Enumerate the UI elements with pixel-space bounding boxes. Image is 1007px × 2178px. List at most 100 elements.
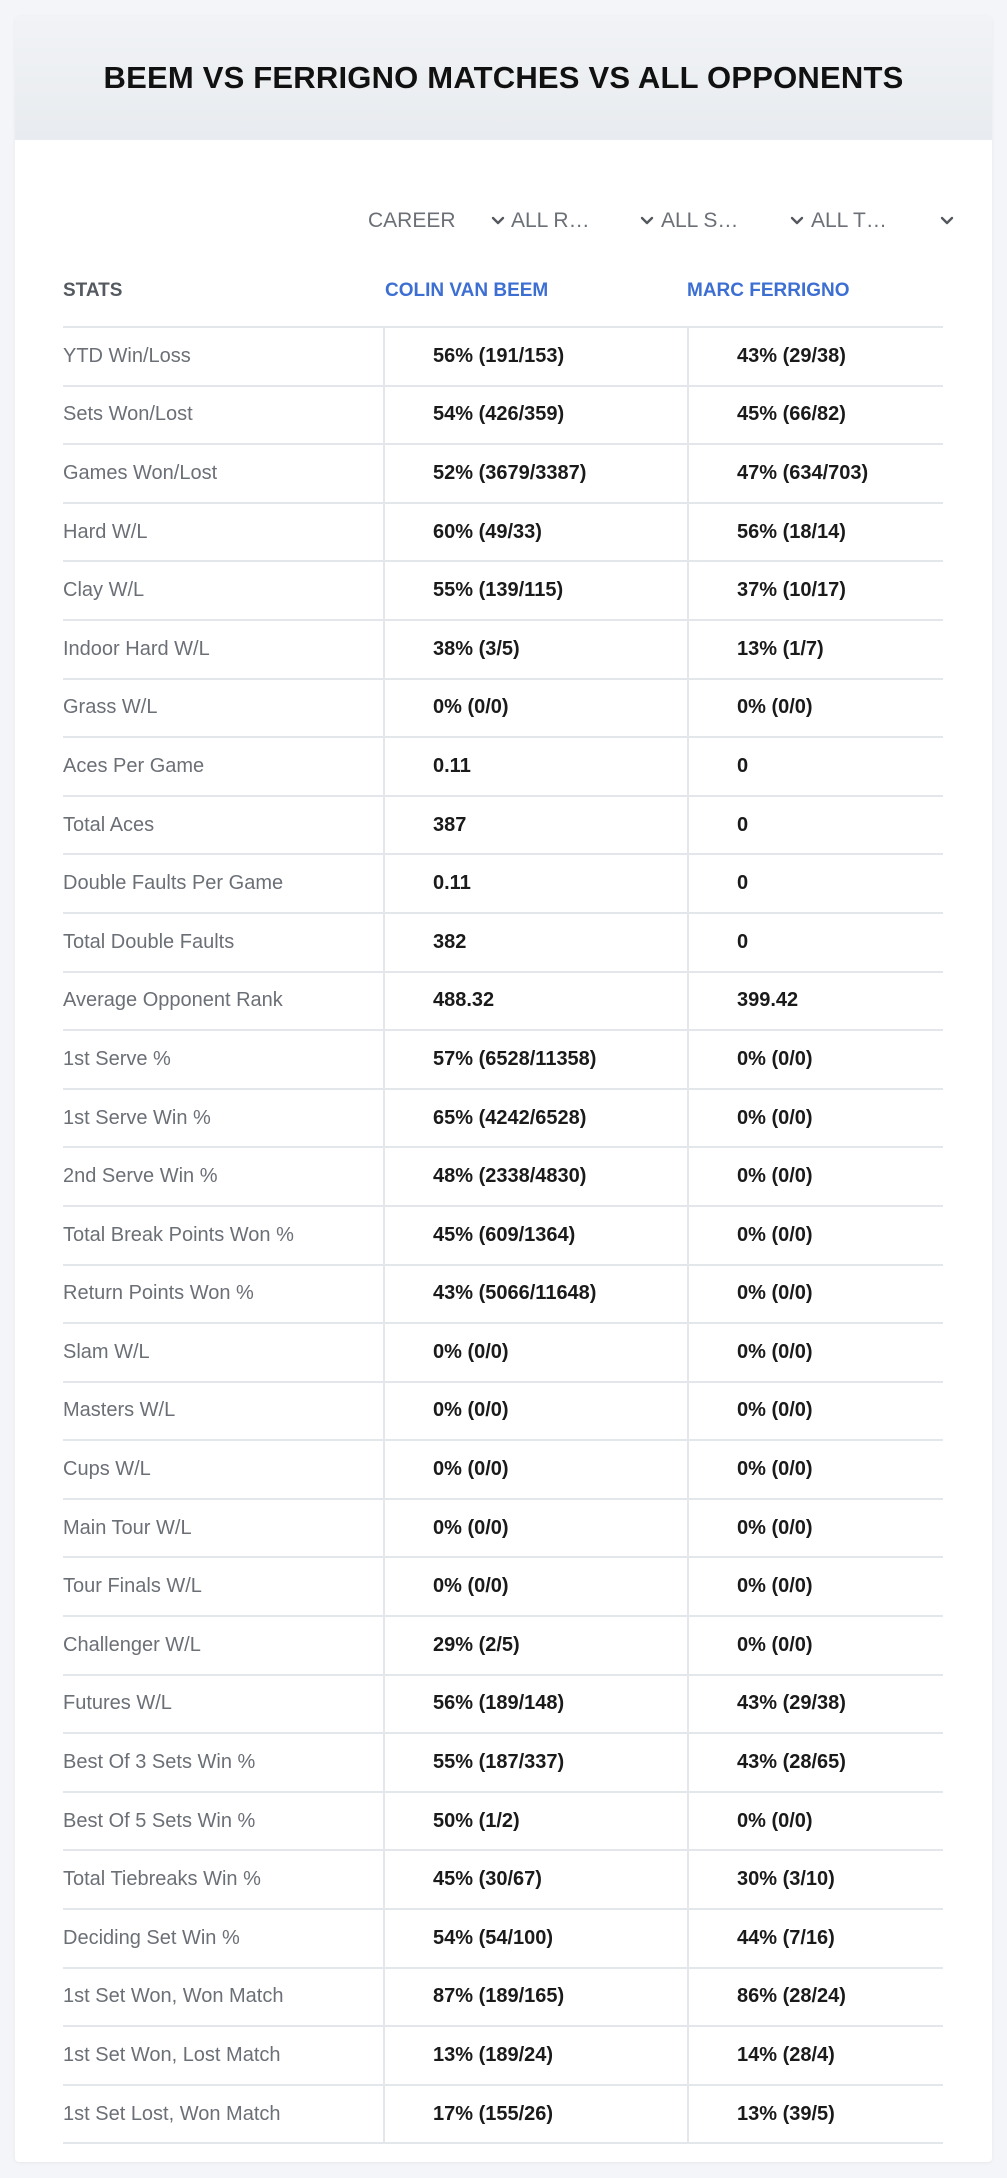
stat-label: YTD Win/Loss: [63, 344, 191, 367]
player1-value: 55% (139/115): [383, 562, 687, 619]
stats-card: BEEM VS FERRIGNO MATCHES VS ALL OPPONENT…: [15, 16, 992, 2162]
table-row: Main Tour W/L 0% (0/0) 0% (0/0): [63, 1499, 943, 1559]
player1-value: 43% (5066/11648): [383, 1265, 687, 1323]
player2-column-header[interactable]: MARC FERRIGNO: [687, 280, 850, 301]
table-row: Grass W/L 0% (0/0) 0% (0/0): [63, 679, 943, 739]
tournament-filter[interactable]: ALL T…: [811, 186, 954, 256]
player1-value: 0% (0/0): [383, 1499, 687, 1557]
stat-label: 1st Serve %: [63, 1047, 171, 1070]
stat-label: Games Won/Lost: [63, 461, 218, 484]
table-row: YTD Win/Loss 56% (191/153) 43% (29/38): [63, 328, 943, 387]
stat-label: Return Points Won %: [63, 1282, 254, 1305]
table-row: Sets Won/Lost 54% (426/359) 45% (66/82): [63, 386, 943, 446]
stat-label: Double Faults Per Game: [63, 872, 284, 895]
table-row: 1st Serve Win % 65% (4242/6528) 0% (0/0): [63, 1089, 943, 1149]
player1-value: 0% (0/0): [383, 1441, 687, 1498]
chevron-down-icon: [940, 216, 954, 225]
table-row: Total Double Faults 382 0: [63, 913, 943, 973]
table-row: Best Of 3 Sets Win % 55% (187/337) 43% (28…: [63, 1734, 943, 1793]
stat-label: Best Of 5 Sets Win %: [63, 1809, 256, 1832]
player1-value: 48% (2338/4830): [383, 1148, 687, 1205]
round-filter[interactable]: ALL R…: [511, 186, 654, 256]
table-row: Total Aces 387 0: [63, 796, 943, 856]
player1-value: 50% (1/2): [383, 1792, 687, 1850]
player1-value: 60% (49/33): [383, 503, 687, 561]
stat-label: 1st Serve Win %: [63, 1106, 211, 1129]
player1-column-header[interactable]: COLIN VAN BEEM: [385, 280, 549, 301]
stat-label: Hard W/L: [63, 520, 148, 543]
page-title: BEEM VS FERRIGNO MATCHES VS ALL OPPONENT…: [103, 60, 904, 95]
stat-label: 1st Set Won, Lost Match: [63, 2044, 281, 2067]
surface-filter-label: ALL S…: [661, 209, 739, 232]
player2-value: 0% (0/0): [687, 1324, 943, 1381]
table-row: Challenger W/L 29% (2/5) 0% (0/0): [63, 1617, 943, 1676]
player2-value: 0% (0/0): [687, 1792, 943, 1850]
player2-value: 30% (3/10): [687, 1851, 943, 1909]
stat-label: Masters W/L: [63, 1399, 176, 1422]
player2-value: 44% (7/16): [687, 1910, 943, 1967]
player1-value: 65% (4242/6528): [383, 1089, 687, 1147]
table-row: Masters W/L 0% (0/0) 0% (0/0): [63, 1382, 943, 1442]
table-header: STATS COLIN VAN BEEM MARC FERRIGNO: [63, 256, 943, 328]
player2-value: 0: [687, 855, 943, 912]
table-row: 1st Set Won, Lost Match 13% (189/24) 14% (…: [63, 2027, 943, 2086]
chevron-down-icon: [491, 216, 505, 225]
card-header: BEEM VS FERRIGNO MATCHES VS ALL OPPONENT…: [15, 16, 992, 140]
player1-value: 38% (3/5): [383, 620, 687, 678]
player1-value: 45% (609/1364): [383, 1206, 687, 1264]
player2-value: 0% (0/0): [687, 1382, 943, 1440]
stat-label: Total Tiebreaks Win %: [63, 1868, 261, 1891]
stat-label: Total Aces: [63, 813, 155, 836]
player1-value: 56% (189/148): [383, 1675, 687, 1733]
player1-value: 17% (155/26): [383, 2085, 687, 2143]
player2-value: 0% (0/0): [687, 1031, 943, 1088]
player2-value: 45% (66/82): [687, 386, 943, 444]
chevron-down-icon: [790, 216, 804, 225]
stat-label: Slam W/L: [63, 1340, 150, 1363]
stat-label: Total Break Points Won %: [63, 1223, 294, 1246]
player2-value: 43% (28/65): [687, 1734, 943, 1791]
player2-value: 0% (0/0): [687, 679, 943, 737]
player1-value: 13% (189/24): [383, 2027, 687, 2084]
stat-label: Average Opponent Rank: [63, 989, 283, 1012]
tournament-filter-label: ALL T…: [811, 209, 887, 232]
player2-value: 13% (39/5): [687, 2085, 943, 2143]
player1-value: 55% (187/337): [383, 1734, 687, 1791]
player2-value: 0% (0/0): [687, 1206, 943, 1264]
player1-value: 387: [383, 796, 687, 854]
table-row: Best Of 5 Sets Win % 50% (1/2) 0% (0/0): [63, 1792, 943, 1852]
stat-label: Aces Per Game: [63, 754, 205, 777]
stat-label: Deciding Set Win %: [63, 1926, 240, 1949]
period-filter[interactable]: CAREER: [368, 186, 505, 256]
table-row: Futures W/L 56% (189/148) 43% (29/38): [63, 1675, 943, 1735]
player2-value: 14% (28/4): [687, 2027, 943, 2084]
table-row: Games Won/Lost 52% (3679/3387) 47% (634/70…: [63, 445, 943, 504]
table-row: Hard W/L 60% (49/33) 56% (18/14): [63, 503, 943, 563]
stat-label: Main Tour W/L: [63, 1516, 192, 1539]
stat-label: Cups W/L: [63, 1458, 151, 1481]
player2-value: 0% (0/0): [687, 1089, 943, 1147]
player1-value: 29% (2/5): [383, 1617, 687, 1674]
player1-value: 45% (30/67): [383, 1851, 687, 1909]
player1-value: 57% (6528/11358): [383, 1031, 687, 1088]
player1-value: 54% (54/100): [383, 1910, 687, 1967]
player1-value: 0% (0/0): [383, 1558, 687, 1616]
player2-value: 56% (18/14): [687, 503, 943, 561]
table-row: 1st Serve % 57% (6528/11358) 0% (0/0): [63, 1031, 943, 1090]
player2-value: 86% (28/24): [687, 1968, 943, 2026]
player2-value: 0% (0/0): [687, 1148, 943, 1205]
player1-value: 0% (0/0): [383, 679, 687, 737]
table-row: 1st Set Won, Won Match 87% (189/165) 86% (…: [63, 1968, 943, 2028]
table-row: Deciding Set Win % 54% (54/100) 44% (7/16): [63, 1910, 943, 1969]
player2-value: 0% (0/0): [687, 1558, 943, 1616]
table-body: YTD Win/Loss 56% (191/153) 43% (29/38) Sets…: [63, 328, 943, 2145]
surface-filter[interactable]: ALL S…: [661, 186, 804, 256]
player2-value: 47% (634/703): [687, 445, 943, 502]
stat-label: 1st Set Lost, Won Match: [63, 2102, 281, 2125]
table-row: Tour Finals W/L 0% (0/0) 0% (0/0): [63, 1558, 943, 1618]
stat-label: Tour Finals W/L: [63, 1575, 202, 1598]
player1-value: 54% (426/359): [383, 386, 687, 444]
stats-table: STATS COLIN VAN BEEM MARC FERRIGNO YTD W…: [63, 256, 943, 2145]
table-row: Return Points Won % 43% (5066/11648) 0% (0…: [63, 1265, 943, 1325]
player1-value: 87% (189/165): [383, 1968, 687, 2026]
